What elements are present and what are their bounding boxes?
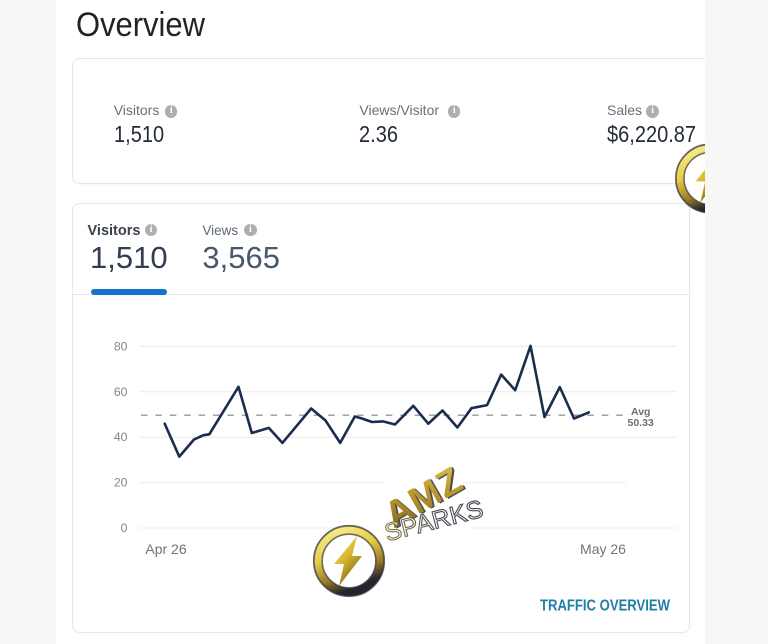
svg-text:May 26: May 26: [580, 541, 626, 557]
svg-text:0: 0: [121, 521, 128, 535]
svg-text:TRAFFIC OVERVIEW: TRAFFIC OVERVIEW: [540, 598, 671, 615]
svg-text:60: 60: [114, 385, 128, 399]
svg-text:40: 40: [114, 430, 128, 444]
svg-text:80: 80: [114, 339, 128, 353]
svg-text:50.33: 50.33: [628, 417, 654, 429]
svg-text:20: 20: [114, 476, 128, 490]
svg-text:Apr 26: Apr 26: [145, 541, 186, 557]
svg-text:Avg: Avg: [631, 406, 650, 418]
